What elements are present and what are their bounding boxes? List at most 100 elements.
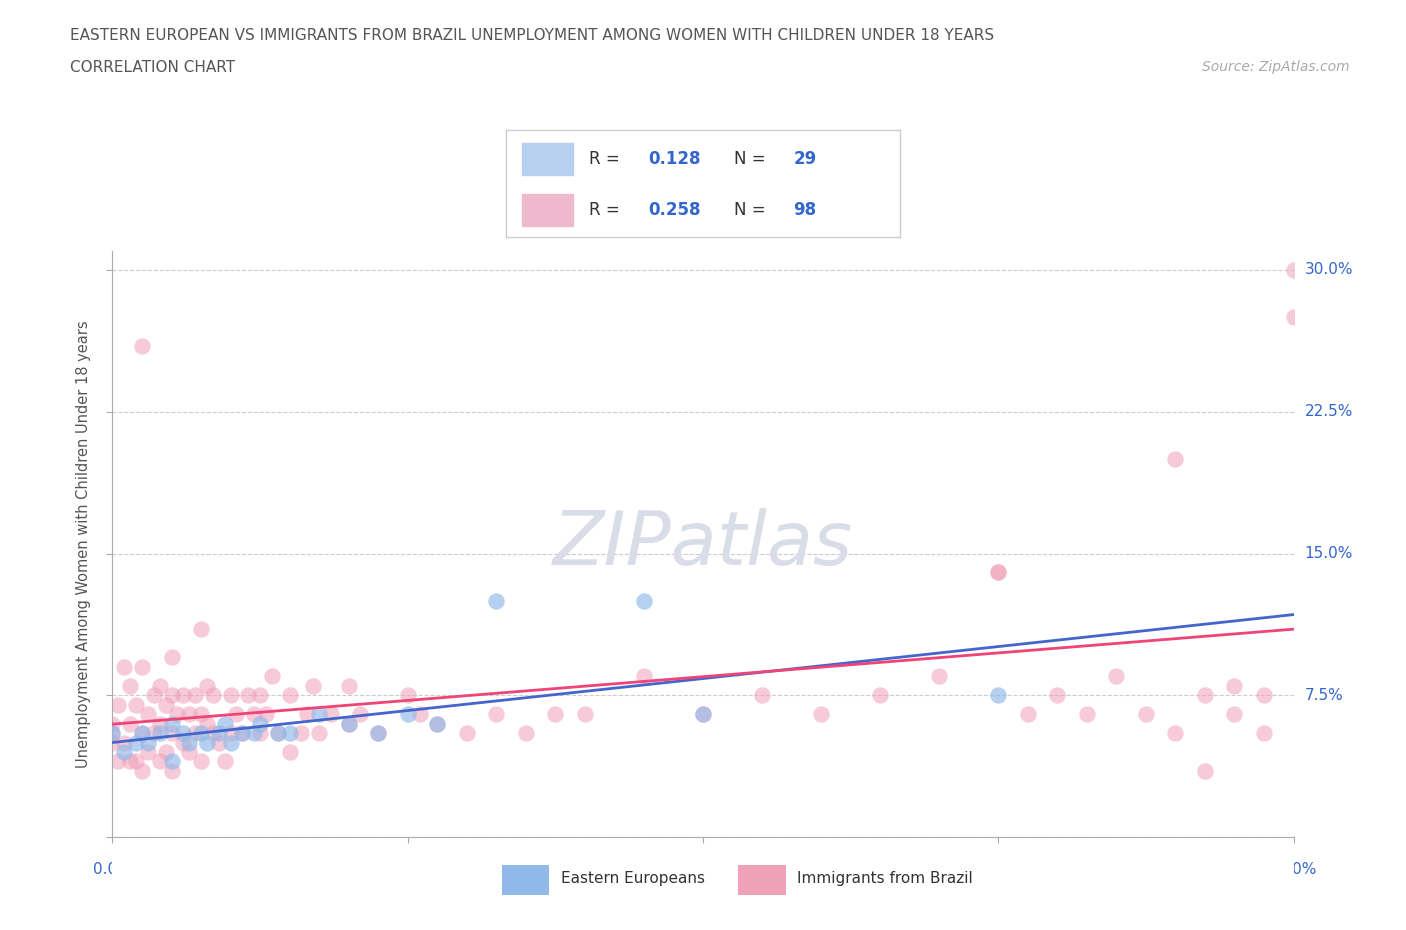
Point [243, 707, 266, 722]
Point [125, 754, 148, 769]
Point [633, 669, 655, 684]
Point [131, 659, 153, 674]
Point [692, 707, 714, 722]
Point [160, 650, 183, 665]
Point [1017, 707, 1039, 722]
Point [179, 707, 201, 722]
Point [131, 339, 153, 353]
Text: R =: R = [589, 150, 624, 168]
Text: 0.258: 0.258 [648, 202, 700, 219]
Point [195, 678, 218, 693]
Y-axis label: Unemployment Among Women with Children Under 18 years: Unemployment Among Women with Children U… [76, 320, 91, 768]
FancyBboxPatch shape [522, 194, 574, 227]
Point [337, 678, 360, 693]
Point [107, 698, 129, 712]
Point [131, 764, 153, 778]
Point [1282, 262, 1305, 277]
Point [190, 707, 212, 722]
Point [208, 725, 231, 740]
Text: 0.128: 0.128 [648, 150, 700, 168]
Point [120, 678, 142, 693]
Point [195, 735, 218, 750]
Text: 98: 98 [793, 202, 817, 219]
Point [101, 735, 124, 750]
Point [308, 707, 330, 722]
Point [349, 707, 371, 722]
Point [107, 754, 129, 769]
Point [278, 725, 301, 740]
Point [426, 716, 449, 731]
Point [125, 698, 148, 712]
FancyBboxPatch shape [522, 143, 574, 175]
Point [195, 716, 218, 731]
Point [142, 725, 165, 740]
Point [267, 725, 290, 740]
Point [160, 725, 183, 740]
Point [190, 621, 212, 636]
Point [1253, 725, 1275, 740]
Point [426, 716, 449, 731]
Point [149, 754, 172, 769]
Point [367, 725, 389, 740]
Text: N =: N = [734, 202, 772, 219]
Text: 29: 29 [793, 150, 817, 168]
Point [231, 725, 253, 740]
Point [231, 725, 253, 740]
Point [219, 735, 242, 750]
Point [201, 688, 224, 703]
Point [238, 688, 260, 703]
Point [396, 688, 419, 703]
Point [302, 678, 325, 693]
Point [136, 707, 159, 722]
Point [278, 688, 301, 703]
Point [278, 745, 301, 760]
Point [544, 707, 567, 722]
Point [131, 725, 153, 740]
Point [112, 659, 135, 674]
Text: 20.0%: 20.0% [1270, 862, 1317, 877]
Point [1223, 678, 1246, 693]
Point [633, 593, 655, 608]
Point [396, 707, 419, 722]
Point [155, 745, 177, 760]
Text: ZIPatlas: ZIPatlas [553, 508, 853, 580]
Point [112, 745, 135, 760]
Point [190, 754, 212, 769]
Point [1135, 707, 1157, 722]
Point [160, 688, 183, 703]
Point [190, 725, 212, 740]
Point [201, 725, 224, 740]
Point [1164, 725, 1187, 740]
Point [692, 707, 714, 722]
Point [131, 725, 153, 740]
Point [751, 688, 773, 703]
Point [1105, 669, 1128, 684]
Point [101, 725, 124, 740]
Point [149, 716, 172, 731]
Text: 22.5%: 22.5% [1305, 405, 1353, 419]
Point [574, 707, 596, 722]
Point [485, 593, 508, 608]
Point [101, 725, 124, 740]
Text: N =: N = [734, 150, 772, 168]
Point [214, 754, 236, 769]
Point [184, 688, 207, 703]
Point [928, 669, 950, 684]
Point [260, 669, 283, 684]
Point [249, 688, 271, 703]
Point [249, 716, 271, 731]
Point [254, 707, 277, 722]
Point [810, 707, 832, 722]
Point [456, 725, 478, 740]
Point [337, 716, 360, 731]
Text: R =: R = [589, 202, 624, 219]
Point [337, 716, 360, 731]
Text: 30.0%: 30.0% [1305, 262, 1353, 277]
Point [408, 707, 430, 722]
Point [1076, 707, 1098, 722]
Point [1194, 688, 1216, 703]
Text: 0.0%: 0.0% [93, 862, 132, 877]
Point [120, 754, 142, 769]
FancyBboxPatch shape [738, 865, 786, 895]
Text: 7.5%: 7.5% [1305, 688, 1343, 703]
